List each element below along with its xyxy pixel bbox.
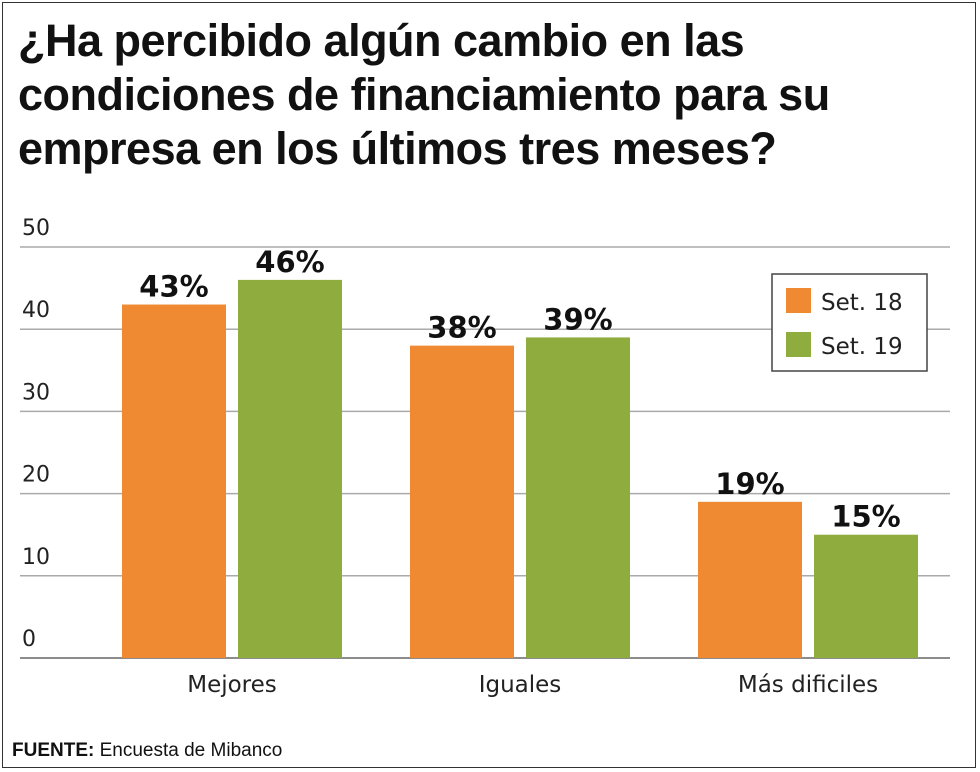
y-tick-label: 40 [22,298,50,323]
data-label: 15% [831,500,900,534]
source-text: Encuesta de Mibanco [99,740,283,761]
x-tick-label: Más dificiles [738,672,878,698]
bar-set19 [526,337,630,658]
source-label: FUENTE: [12,740,95,761]
data-label: 46% [255,245,324,279]
y-tick-label: 20 [22,463,50,488]
x-tick-label: Iguales [479,672,562,698]
bar-set18 [122,304,226,658]
legend-swatch [786,288,811,313]
legend-swatch [786,332,811,357]
source-note: FUENTE: Encuesta de Mibanco [12,740,282,762]
y-tick-label: 30 [22,380,50,405]
legend-label: Set. 18 [821,290,903,316]
y-tick-label: 50 [22,216,50,241]
bar-set19 [238,279,342,658]
bar-set18 [698,501,802,658]
bar-set19 [814,534,918,658]
data-label: 43% [139,270,208,304]
y-tick-label: 0 [22,627,36,652]
x-tick-label: Mejores [187,672,277,698]
data-label: 39% [543,302,612,336]
data-label: 38% [427,311,496,345]
data-label: 19% [715,467,784,501]
chart-title: ¿Ha percibido algún cambio en las condic… [18,15,830,174]
y-tick-label: 10 [22,545,50,570]
legend-label: Set. 19 [821,334,903,360]
bar-set18 [410,345,514,658]
